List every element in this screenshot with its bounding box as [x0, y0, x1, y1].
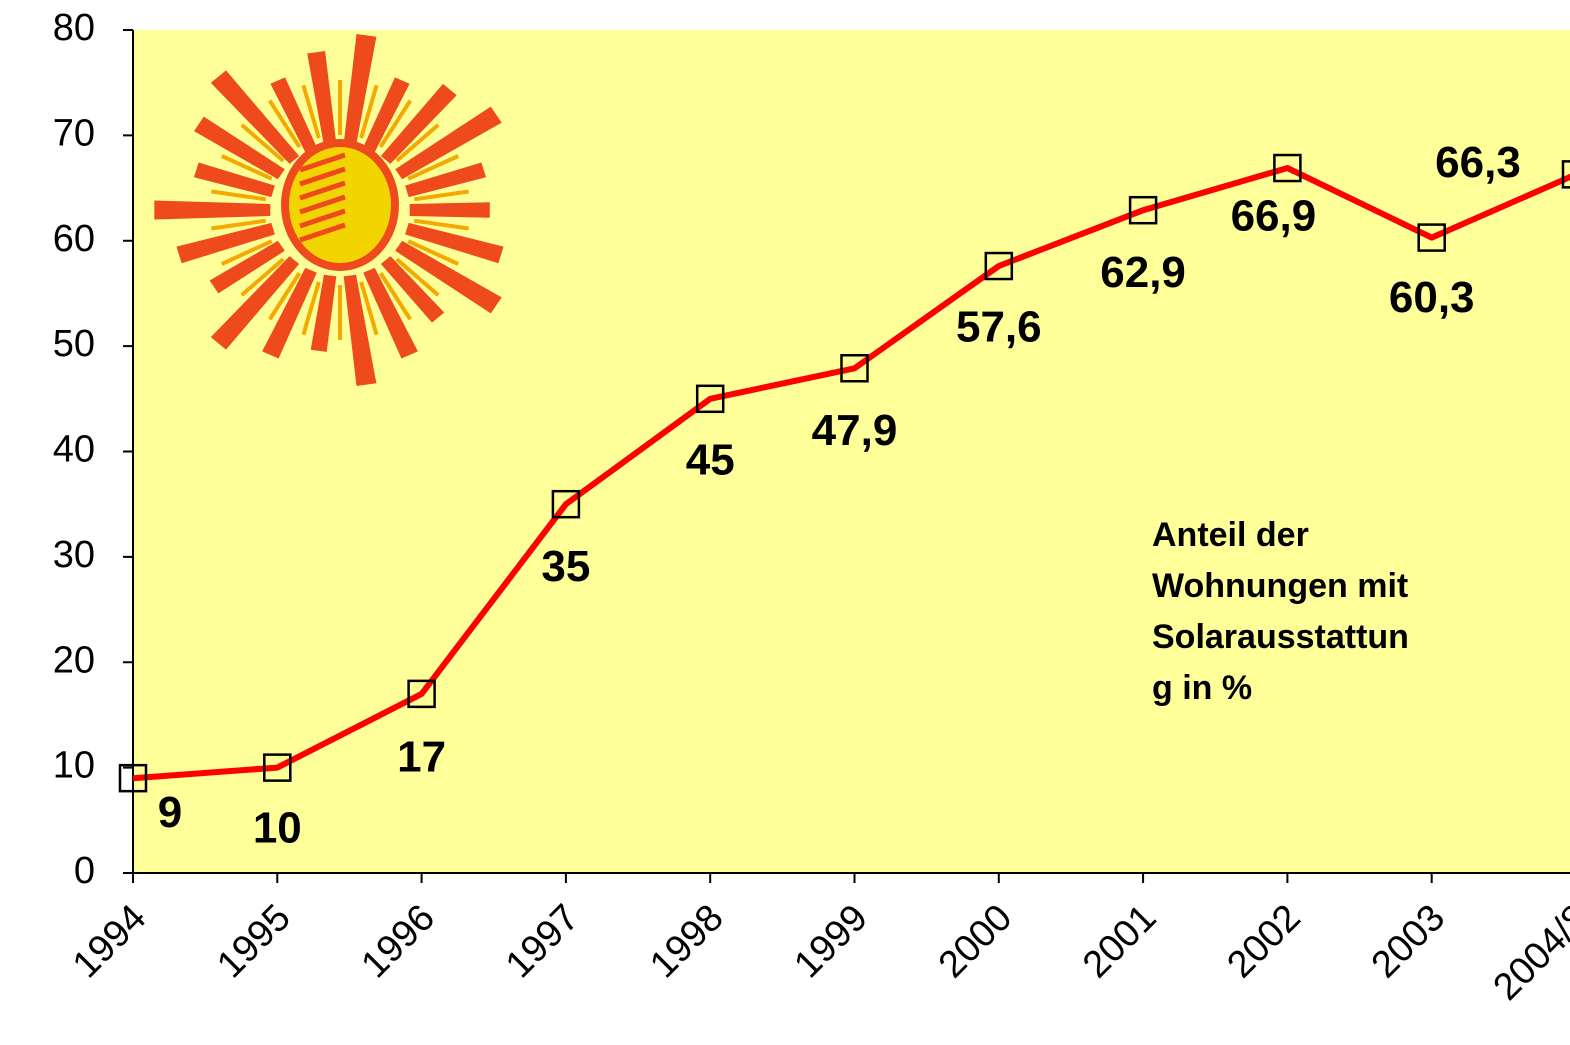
data-label: 66,9	[1231, 192, 1317, 241]
data-marker	[1273, 153, 1302, 183]
sun-ray-thin	[211, 189, 267, 202]
x-tick-label: 2002	[1219, 897, 1308, 986]
sun-ray	[395, 240, 502, 314]
sun-ray-thin	[378, 99, 412, 148]
sun-ray	[363, 77, 410, 153]
data-label: 10	[253, 803, 302, 852]
x-tick-label: 2001	[1075, 897, 1164, 986]
sun-stripe	[299, 194, 346, 215]
data-label: 57,6	[956, 303, 1042, 352]
sun-ray	[270, 77, 317, 153]
y-tick-label: 70	[53, 112, 95, 154]
data-label: 17	[397, 732, 446, 781]
data-label: 62,9	[1100, 248, 1186, 297]
y-tick-label: 50	[53, 323, 95, 365]
data-marker	[984, 251, 1014, 281]
sun-ray-thin	[220, 154, 273, 181]
sun-ray-thin	[395, 123, 440, 163]
sun-stripe	[299, 208, 346, 229]
sun-ray-thin	[407, 239, 460, 266]
sun-stripe	[299, 222, 346, 243]
sun-ray	[209, 240, 285, 294]
sun-ray-thin	[407, 154, 460, 181]
sun-ray	[395, 106, 502, 180]
y-tick-label: 20	[53, 639, 95, 681]
x-tick-label: 1998	[642, 897, 731, 986]
annotation: Solarausstattun	[1152, 618, 1409, 656]
sun-ray-thin	[359, 281, 379, 336]
x-tick-label: 1995	[209, 897, 298, 986]
sun-ray-thin	[301, 281, 321, 336]
x-tick-label: 2003	[1364, 897, 1453, 986]
data-marker	[1417, 223, 1446, 252]
sun-ray-thin	[240, 257, 285, 297]
sun-ray-thin	[268, 272, 302, 321]
data-label: 35	[541, 542, 590, 591]
y-tick-label: 30	[53, 534, 95, 576]
sun-ray	[409, 202, 490, 218]
y-tick-label: 60	[53, 218, 95, 260]
sun-ray-thin	[220, 239, 273, 266]
y-tick-label: 80	[53, 7, 95, 49]
sun-stripe	[299, 180, 346, 201]
annotation: g in %	[1152, 669, 1252, 707]
y-tick-label: 10	[53, 745, 95, 787]
annotation: Wohnungen mit	[1152, 567, 1408, 605]
sun-ray	[343, 34, 377, 146]
sun-stripe	[299, 166, 346, 187]
data-marker	[840, 354, 869, 383]
sun-stripe	[299, 152, 346, 173]
data-marker	[1128, 195, 1158, 225]
sun-ray-thin	[211, 218, 267, 231]
sun-ray	[380, 256, 445, 323]
sun-ray	[307, 51, 337, 146]
data-label: 47,9	[812, 406, 898, 455]
sun-ray	[405, 222, 504, 264]
sun-ray-thin	[268, 99, 302, 148]
x-tick-label: 1999	[786, 897, 875, 986]
sun-ray-thin	[359, 84, 379, 139]
sun-ray-thin	[413, 189, 469, 202]
sun-ray	[210, 70, 300, 164]
sun-ray	[210, 256, 300, 350]
sun-ray	[380, 83, 457, 164]
x-tick-label: 1996	[354, 897, 443, 986]
data-label: 60,3	[1389, 273, 1475, 322]
sun-ray-thin	[413, 218, 469, 231]
sun-ray	[194, 116, 285, 180]
data-marker	[551, 489, 581, 519]
annotation: Anteil der	[1152, 516, 1309, 554]
sun-ray	[363, 267, 418, 359]
data-label: 45	[686, 435, 735, 484]
sun-ray	[194, 162, 275, 198]
data-label: 9	[158, 788, 182, 837]
x-tick-label: 2000	[931, 897, 1020, 986]
data-marker	[1561, 160, 1570, 189]
sun-ray-thin	[395, 257, 440, 297]
sun-ray	[154, 200, 271, 220]
sun-ray	[343, 274, 377, 386]
y-tick-label: 40	[53, 429, 95, 471]
x-tick-label: 1997	[498, 897, 587, 986]
sun-ray	[310, 274, 337, 352]
sun-icon	[154, 34, 504, 386]
sun-core	[281, 139, 399, 271]
x-tick-label: 2004/8	[1486, 897, 1570, 1009]
sun-ray-thin	[301, 84, 321, 139]
data-label: 66,3	[1435, 138, 1521, 187]
sun-ray	[405, 162, 486, 198]
data-line	[132, 165, 1570, 782]
data-marker	[118, 763, 148, 793]
x-tick-label: 1994	[65, 897, 154, 986]
sun-ray	[262, 267, 317, 359]
sun-ray-thin	[378, 272, 412, 321]
data-marker	[695, 384, 725, 414]
data-marker	[407, 679, 436, 709]
sun-ray	[176, 222, 275, 264]
data-marker	[263, 753, 292, 782]
sun-ray-thin	[240, 123, 285, 163]
y-tick-label: 0	[74, 850, 95, 892]
